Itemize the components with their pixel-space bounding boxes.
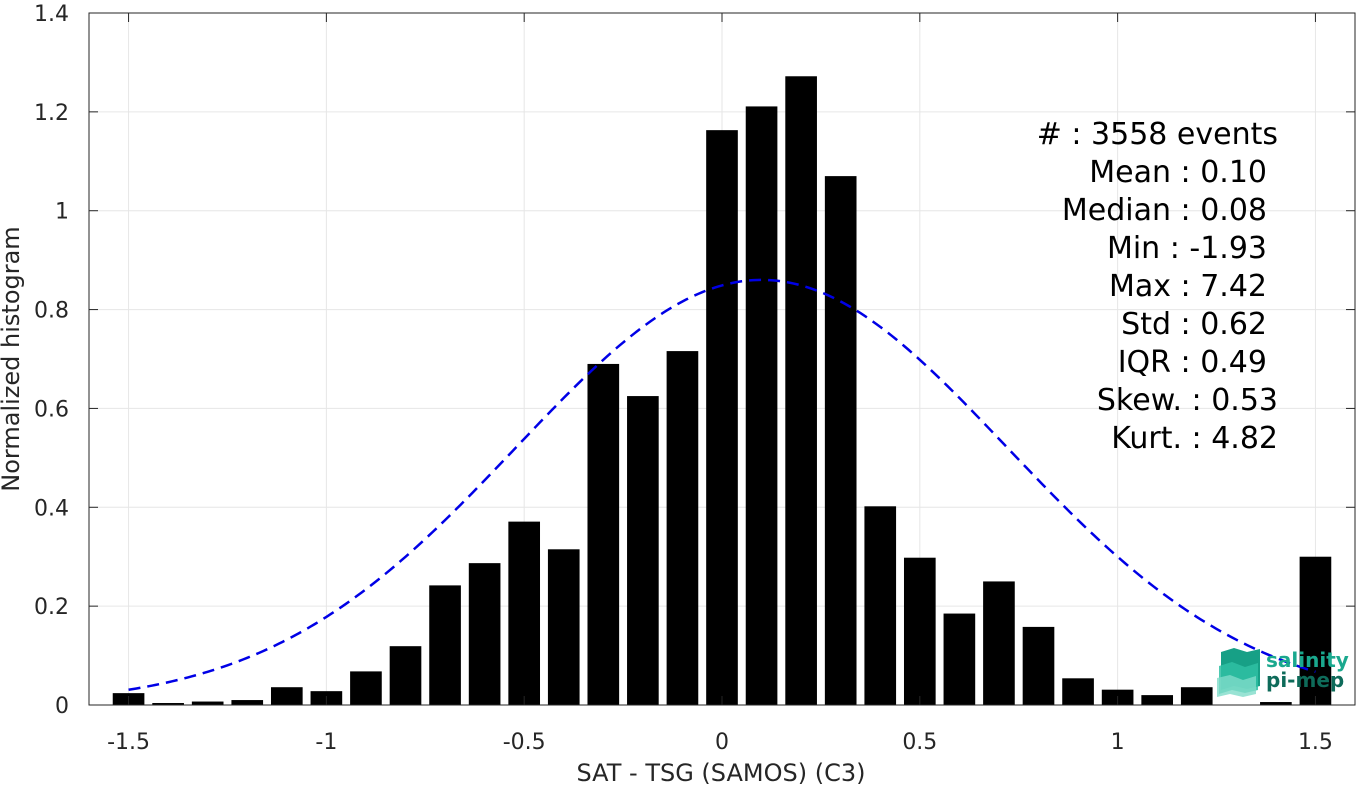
histogram-bar [983, 581, 1015, 705]
normal-fit-curve [128, 278, 1316, 692]
logo-text-line1: salinity [1266, 648, 1349, 672]
histogram-bar [508, 521, 541, 705]
y-tick-label: 0.8 [34, 299, 69, 324]
y-axis-ticks: 0 0.2 0.4 0.6 0.8 1 1.2 1.4 [34, 2, 1355, 719]
histogram-bar [627, 396, 659, 705]
y-tick-label: 0.6 [34, 397, 69, 422]
y-tick-label: 0 [55, 694, 69, 719]
histogram-bar [666, 351, 699, 705]
x-tick-label: 0.5 [902, 730, 937, 755]
stat-line: Skew. : 0.53 [1097, 383, 1278, 418]
stat-line: Max : 7.42 [1109, 269, 1267, 304]
histogram-bar [587, 363, 620, 705]
x-tick-label: -0.5 [503, 730, 546, 755]
stat-line: Mean : 0.10 [1089, 155, 1267, 190]
y-tick-label: 1.2 [34, 101, 69, 126]
histogram-bar [191, 701, 224, 705]
histogram-bar [785, 76, 817, 706]
histogram-bar [1062, 678, 1094, 705]
wave-logo-icon [1217, 648, 1260, 697]
stat-line: Min : -1.93 [1107, 231, 1267, 266]
histogram-bar [864, 506, 897, 705]
x-tick-label: 1 [1111, 730, 1125, 755]
y-tick-label: 1 [55, 200, 69, 225]
histogram-bar [1260, 702, 1292, 705]
stat-line: Std : 0.62 [1121, 307, 1267, 342]
histogram-bar [943, 613, 976, 705]
stat-line: Median : 0.08 [1062, 193, 1267, 228]
histogram-bar [1180, 687, 1213, 705]
histogram-bar [468, 563, 501, 705]
histogram-bar [547, 549, 580, 705]
y-tick-label: 0.4 [34, 496, 69, 521]
histogram-bar [745, 106, 778, 706]
x-tick-label: -1 [315, 730, 337, 755]
histogram-bar [152, 703, 184, 705]
histogram-bar [270, 687, 303, 705]
histogram-bar [389, 646, 422, 705]
x-tick-label: -1.5 [107, 730, 150, 755]
salinity-pi-mep-logo: salinity pi-mep [1217, 648, 1349, 697]
y-tick-label: 0.2 [34, 595, 69, 620]
fit-curve-layer [128, 278, 1316, 692]
histogram-bar [350, 671, 382, 705]
x-tick-label: 1.5 [1298, 730, 1333, 755]
histogram-bar [903, 557, 936, 705]
x-axis-label: SAT - TSG (SAMOS) (C3) [577, 759, 866, 785]
histogram-bar [1299, 556, 1332, 705]
bars [112, 76, 1332, 706]
histogram-bar [1022, 626, 1055, 705]
x-tick-label: 0 [715, 730, 729, 755]
histogram-bar [231, 700, 264, 705]
logo-text-line2: pi-mep [1266, 668, 1344, 692]
stat-line: IQR : 0.49 [1118, 345, 1267, 380]
histogram-bar [429, 585, 461, 705]
stat-line: # : 3558 events [1037, 117, 1278, 152]
histogram-bar [824, 176, 857, 706]
stat-line: Kurt. : 4.82 [1111, 421, 1278, 456]
histogram-bar [706, 130, 738, 705]
y-tick-label: 1.4 [34, 2, 69, 27]
histogram-bar [1141, 695, 1174, 705]
x-axis-ticks: -1.5 -1 -0.5 0 0.5 1 1.5 [107, 13, 1333, 755]
y-axis-label: Normalized histogram [0, 226, 25, 491]
